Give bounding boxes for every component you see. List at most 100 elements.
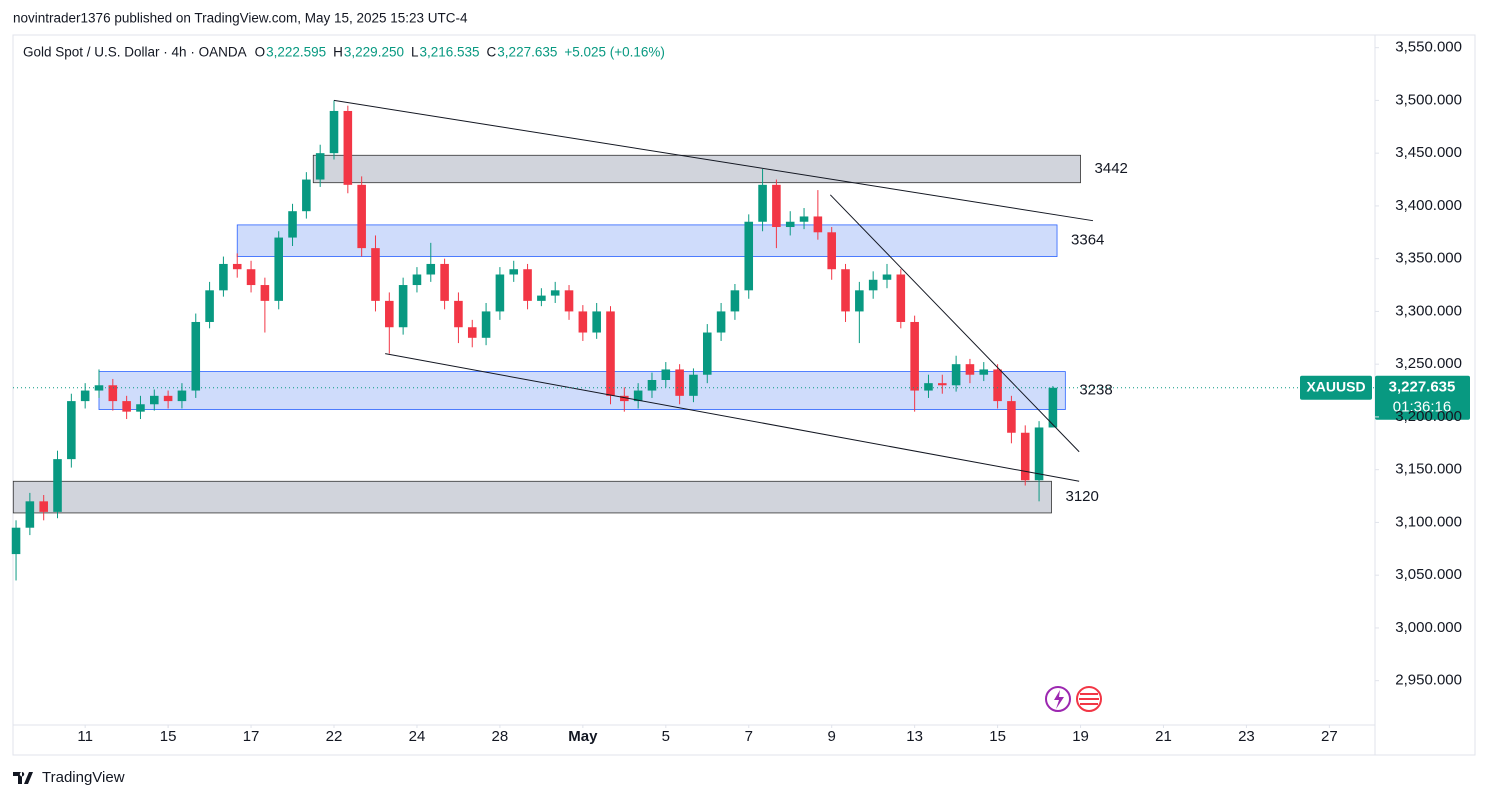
candle-body (246, 269, 256, 286)
candle (260, 277, 270, 333)
ohlc-key: C (487, 45, 497, 60)
y-tick-label: 3,200.000 (1395, 408, 1462, 425)
candle (288, 203, 297, 247)
candle (882, 263, 892, 289)
zone-label: 3442 (1095, 160, 1128, 177)
candle (827, 227, 836, 280)
ohlc-key: L (411, 45, 419, 60)
candle-body (357, 184, 366, 249)
change: +5.025 (+0.16%) (564, 45, 665, 60)
candle-body (108, 385, 118, 402)
x-tick-label: 27 (1321, 728, 1338, 745)
candle (564, 285, 574, 320)
y-tick-label: 3,150.000 (1395, 461, 1462, 478)
candle (246, 260, 256, 293)
candle (191, 313, 201, 398)
price-label: 3,227.635 (1389, 379, 1456, 396)
candle-body (841, 269, 850, 312)
candle-body (274, 237, 283, 301)
candle-body (150, 395, 159, 405)
candle-body (329, 110, 339, 154)
candle (1034, 421, 1044, 502)
zone-label: 3364 (1071, 232, 1104, 249)
candle (868, 271, 878, 299)
candle (702, 324, 712, 384)
candle (716, 302, 726, 341)
candle-body (219, 263, 228, 291)
candle (274, 231, 283, 310)
candle (896, 269, 906, 329)
indicator-icons[interactable] (1045, 686, 1102, 712)
chart-frame (12, 34, 1476, 756)
candle-body (661, 369, 671, 380)
candle (550, 281, 560, 303)
y-tick-label: 3,050.000 (1395, 566, 1462, 583)
candle (39, 495, 48, 521)
candle-body (315, 153, 325, 180)
candle-body (94, 385, 104, 391)
trendline (829, 194, 1080, 453)
y-tick-label: 3,500.000 (1395, 91, 1462, 108)
candle (53, 450, 62, 519)
candle-body (578, 311, 588, 333)
ohlc-key: H (333, 45, 343, 60)
ohlc-value: 3,216.535 (419, 45, 479, 60)
candle (537, 288, 546, 307)
candle (620, 387, 629, 412)
candle-body (205, 290, 214, 322)
countdown: 01:36:16 (1393, 399, 1451, 416)
x-tick-label: 23 (1238, 728, 1255, 745)
ohlc-key: O (255, 45, 266, 60)
candle-body (122, 401, 131, 412)
candle (509, 260, 519, 282)
candle-body (53, 459, 62, 512)
candle-body (675, 369, 684, 396)
candle-body (606, 311, 615, 396)
ohlc-value: 3,222.595 (266, 45, 326, 60)
candle-body (426, 263, 436, 275)
candle (689, 368, 698, 403)
price-tag (1375, 375, 1470, 420)
candle-body (564, 290, 574, 312)
candle-body (592, 311, 601, 333)
candle-body (385, 300, 394, 328)
y-tick-label: 3,100.000 (1395, 513, 1462, 530)
zone-label: 3238 (1079, 382, 1112, 399)
candle-body (260, 285, 270, 301)
candle-body (136, 404, 145, 412)
candle-body (163, 395, 173, 402)
candle (841, 263, 850, 322)
candle (993, 364, 1002, 409)
candle (398, 277, 408, 335)
candle (150, 389, 159, 411)
chart-title: Gold Spot / U.S. Dollar · 4h · OANDA (23, 45, 247, 60)
candle (329, 100, 339, 160)
candle-body (11, 527, 21, 555)
trendline (333, 99, 1094, 222)
x-tick-label: 19 (1072, 728, 1089, 745)
candle (758, 168, 767, 232)
candle (163, 390, 173, 409)
candle (11, 520, 21, 581)
candle (343, 105, 353, 194)
candle-body (25, 501, 35, 528)
candle-body (1034, 427, 1044, 481)
candle (813, 190, 823, 240)
candle-body (550, 290, 560, 296)
candle (67, 393, 76, 468)
candle (633, 383, 643, 409)
candle (592, 302, 601, 339)
x-tick-label: 11 (77, 728, 93, 745)
candle (440, 258, 449, 310)
candle (495, 267, 505, 320)
x-tick-label: 15 (989, 728, 1006, 745)
zone-label: 3120 (1066, 488, 1099, 505)
candle (938, 374, 947, 394)
candle (136, 395, 145, 420)
candle-body (744, 221, 754, 291)
candle (232, 253, 242, 278)
x-tick-label: 9 (828, 728, 836, 745)
candle-body (440, 263, 449, 301)
candle (785, 211, 795, 236)
